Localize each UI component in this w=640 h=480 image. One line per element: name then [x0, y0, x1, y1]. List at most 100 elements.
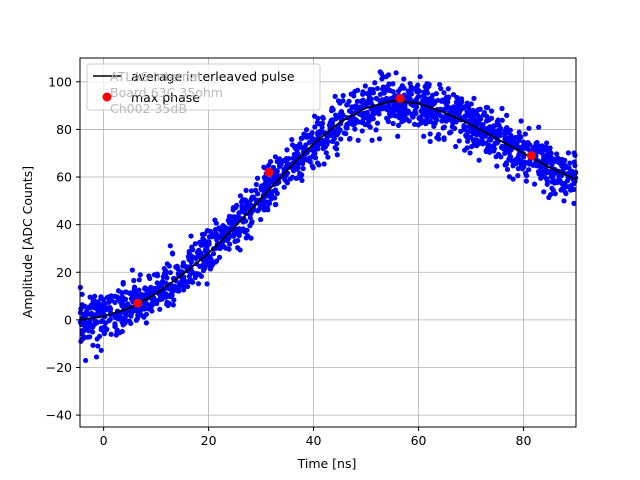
- sample-point: [348, 120, 354, 126]
- sample-point: [165, 302, 171, 309]
- sample-point: [112, 314, 118, 321]
- sample-point: [407, 80, 413, 87]
- sample-point: [286, 155, 292, 162]
- sample-point: [155, 281, 162, 287]
- sample-point: [301, 131, 307, 137]
- sample-point: [232, 238, 238, 245]
- sample-point: [143, 311, 150, 317]
- sample-point: [281, 157, 287, 164]
- sample-point: [521, 154, 527, 160]
- sample-point: [233, 204, 239, 211]
- sample-point: [192, 241, 198, 247]
- sample-point: [404, 110, 410, 116]
- sample-point: [499, 117, 505, 123]
- sample-point: [316, 162, 322, 168]
- y-tick-label: 0: [64, 312, 72, 327]
- sample-point: [481, 109, 488, 116]
- sample-point: [444, 103, 450, 109]
- sample-point: [372, 80, 378, 86]
- sample-point: [508, 154, 514, 160]
- sample-point: [259, 185, 265, 192]
- sample-point: [88, 324, 95, 330]
- sample-point: [103, 304, 109, 311]
- sample-point: [247, 215, 253, 221]
- sample-point: [367, 95, 373, 101]
- sample-point: [534, 142, 541, 148]
- max-phase-point: [526, 151, 536, 161]
- sample-point: [538, 164, 544, 171]
- sample-point: [79, 291, 85, 297]
- sample-point: [253, 181, 259, 188]
- sample-point: [189, 244, 195, 251]
- sample-point: [502, 136, 508, 142]
- sample-point: [355, 119, 361, 125]
- sample-point: [515, 159, 521, 165]
- sample-point: [108, 297, 115, 304]
- sample-point: [232, 214, 238, 220]
- sample-point: [137, 272, 143, 278]
- sample-point: [90, 329, 96, 335]
- legend-marker-swatch: [102, 92, 112, 102]
- sample-point: [492, 140, 498, 146]
- x-axis-ticks: 0 20 40 60 80: [100, 427, 532, 448]
- sample-point: [424, 116, 430, 122]
- sample-point: [126, 318, 133, 324]
- sample-point: [87, 304, 93, 310]
- sample-point: [359, 128, 365, 134]
- sample-point: [450, 91, 457, 98]
- sample-point: [543, 176, 549, 182]
- sample-point: [116, 297, 122, 303]
- max-phase-point: [395, 93, 405, 103]
- sample-point: [95, 343, 101, 349]
- sample-point: [494, 163, 500, 169]
- sample-point: [239, 204, 245, 210]
- sample-point: [249, 219, 255, 225]
- sample-point: [376, 136, 383, 142]
- sample-point: [554, 156, 560, 162]
- sample-point: [557, 178, 563, 184]
- sample-point: [518, 118, 524, 124]
- sample-point: [536, 124, 542, 130]
- sample-point: [148, 284, 154, 290]
- sample-point: [226, 213, 232, 219]
- sample-point: [304, 134, 310, 140]
- sample-point: [467, 128, 473, 134]
- sample-point: [387, 87, 393, 94]
- sample-point: [92, 293, 98, 299]
- sample-point: [223, 245, 229, 251]
- sample-point: [207, 254, 213, 260]
- sample-point: [377, 91, 383, 98]
- sample-point: [572, 170, 578, 176]
- sample-point: [454, 94, 460, 101]
- sample-point: [84, 325, 91, 332]
- y-axis-ticks: −40 −20 0 20 40 60 80 100: [46, 74, 80, 423]
- sample-point: [395, 122, 402, 129]
- sample-point: [376, 107, 382, 113]
- sample-point: [311, 113, 318, 119]
- sample-point: [108, 293, 114, 299]
- sample-point: [142, 285, 148, 292]
- sample-point: [312, 124, 318, 130]
- sample-point: [538, 148, 545, 154]
- average-pulse-line: [79, 99, 577, 321]
- sample-point: [114, 327, 120, 333]
- sample-point: [484, 105, 491, 111]
- sample-point: [238, 199, 245, 205]
- sample-point: [167, 243, 173, 249]
- sample-point: [277, 163, 283, 169]
- sample-point: [423, 120, 430, 126]
- sample-point: [214, 235, 221, 241]
- legend-entry-max-phase: max phase: [131, 90, 200, 105]
- sample-point: [453, 143, 459, 150]
- sample-point: [147, 289, 154, 295]
- sample-point: [374, 85, 381, 92]
- sample-point: [458, 128, 464, 135]
- sample-point: [108, 331, 114, 337]
- sample-point: [181, 274, 187, 280]
- sample-point: [283, 178, 289, 184]
- sample-point: [448, 129, 454, 135]
- sample-point: [159, 296, 165, 302]
- y-tick-label: 100: [48, 74, 72, 89]
- sample-point: [145, 306, 152, 312]
- sample-point: [512, 135, 518, 141]
